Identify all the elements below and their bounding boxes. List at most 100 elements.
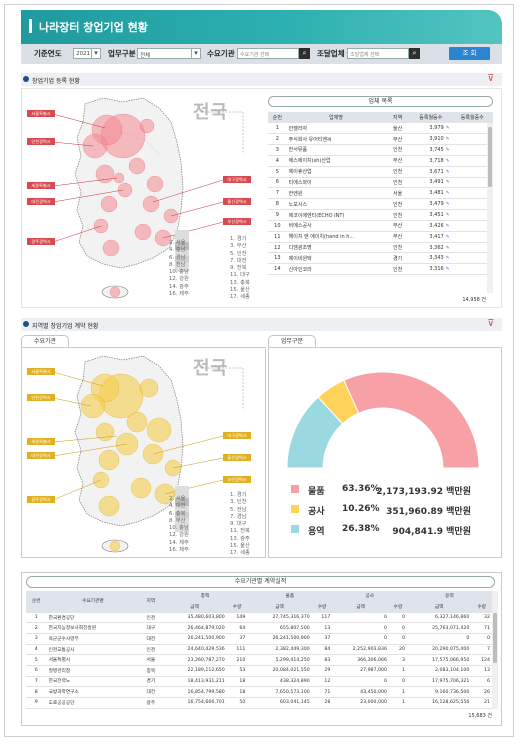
col-header[interactable]: 순번 (268, 112, 287, 124)
table-row[interactable]: 5 서울특별시 서울 23,260,787,270 210 5,299,414,250 83… (26, 654, 492, 666)
col-header[interactable]: 수량 (311, 601, 333, 613)
table-cell: 3 (26, 633, 47, 645)
supplier-input[interactable]: 조달업체 선택 (347, 48, 409, 59)
table-cell: 제이비원텍 (286, 252, 386, 265)
donut-slice-용역[interactable] (286, 396, 344, 469)
edit-icon[interactable]: ✎ (445, 267, 450, 273)
contract-table-scrollbar[interactable] (492, 591, 498, 709)
table-row[interactable]: 6 질병관리청 충북 22,189,112,650 53 20,084,021,550 29… (26, 665, 492, 677)
tab-biz-type[interactable]: 업무구분 (268, 335, 316, 347)
edit-icon[interactable]: ✎ (445, 223, 450, 229)
legend-row[interactable]: 공사 10.26% 351,960.89 백만원 (291, 504, 471, 517)
table-cell: 대구 (139, 622, 163, 635)
edit-icon[interactable]: ✎ (445, 245, 450, 251)
map-tag: 광주광역시 (27, 496, 55, 503)
table-cell: 4 (26, 644, 47, 656)
edit-icon[interactable]: ✎ (445, 213, 450, 219)
col-header[interactable]: 금액 (406, 601, 472, 613)
table-cell: 7,650,573,100 (247, 686, 312, 698)
col-header[interactable]: 수요기관명 (46, 591, 140, 613)
legend-row[interactable]: 용역 26.38% 904,841.9 백만원 (291, 524, 471, 537)
col-header[interactable]: 순번 (26, 591, 47, 613)
edit-icon[interactable]: ✎ (445, 126, 450, 132)
table-cell: 경기 (385, 252, 411, 265)
table-cell: 3,316 ✎ (410, 263, 452, 276)
table-row[interactable]: 2 한국지능정보사회진흥원 대구 26,464,879,020 64 655,807,50… (26, 622, 492, 635)
col-group-header: 용역 (406, 591, 492, 603)
col-header[interactable]: 금액 (247, 601, 312, 613)
tab-demand-agency[interactable]: 수요기관 (21, 335, 69, 347)
edit-icon[interactable]: ✎ (445, 191, 450, 197)
demand-search-button[interactable]: ⌕ (299, 48, 310, 59)
col-header[interactable]: 등록월등수 (410, 112, 452, 124)
edit-icon[interactable]: ✎ (445, 234, 450, 240)
bubble-daegu (142, 195, 160, 213)
donut-slice-물품[interactable] (343, 371, 480, 469)
legend-row[interactable]: 물품 63.36% 2,173,193.92 백만원 (291, 484, 471, 497)
map-tag: 세종특별시 (27, 182, 55, 189)
table-row[interactable]: 8 국방과학연구소 대전 16,854,799,580 18 7,650,573,100 7… (26, 686, 492, 698)
bubble-jeju (109, 286, 121, 298)
table-row[interactable]: 7 한국전력노 경기 18,413,931,211 18 438,324,890 12 0 0 1… (26, 676, 492, 688)
table-row[interactable]: 3 육군군수사령부 대전 26,241,500,900 37 26,241,500,900… (26, 633, 492, 645)
year-select[interactable]: 2021 ▾ (73, 48, 101, 59)
table-cell: 신아인코라 (286, 263, 386, 276)
table-cell: 인천 (385, 242, 411, 254)
table-cell: 18 (226, 676, 248, 688)
edit-icon[interactable]: ✎ (445, 169, 450, 175)
filter-reset-icon[interactable]: ⊽ (487, 74, 494, 84)
edit-icon[interactable]: ✎ (445, 137, 450, 143)
edit-icon[interactable]: ✎ (445, 180, 450, 186)
edit-icon[interactable]: ✎ (445, 147, 450, 153)
scrollbar-thumb[interactable] (493, 613, 497, 663)
legend-item: 15. 울산 (230, 287, 250, 294)
col-header[interactable]: 지역 (139, 591, 163, 613)
table-row[interactable]: 1 한국환경공단 인천 35,480,603,800 149 27,745,316,370… (26, 612, 492, 624)
scrollbar-thumb[interactable] (488, 127, 492, 187)
biz-type-select[interactable]: 전체 ▾ (137, 48, 201, 59)
table-cell: 한국환경공단 (46, 612, 140, 624)
edit-icon[interactable]: ✎ (445, 202, 450, 208)
map-tag: 서울특별시 (27, 368, 55, 375)
supplier-search-button[interactable]: ⌕ (409, 48, 420, 59)
col-header[interactable]: 등록월증수 (451, 112, 493, 124)
edit-icon[interactable]: ✎ (445, 158, 450, 164)
col-header[interactable]: 수량 (388, 601, 407, 613)
table-row[interactable]: 4 인천교통공사 인천 24,640,429,536 111 2,382,449,300 8… (26, 644, 492, 656)
registration-map: 전국 서울특별시 인천광역시 세종특별시 대전광역시 광주광역시 대구광역시 울… (25, 92, 265, 304)
company-list-scrollbar[interactable] (487, 123, 493, 293)
col-header[interactable]: 금액 (332, 601, 389, 613)
col-header[interactable]: 금액 (162, 601, 227, 613)
table-cell: 7 (268, 187, 287, 200)
table-cell: 디엠광조명 (286, 242, 386, 254)
bubble-gangwon (139, 118, 155, 134)
col-header[interactable]: 수량 (226, 601, 248, 613)
edit-icon[interactable]: ✎ (445, 256, 450, 262)
col-header[interactable]: 지역 (385, 112, 411, 124)
query-button[interactable]: 조 회 (449, 47, 490, 60)
col-header[interactable]: 업체명 (286, 112, 386, 124)
filter-reset-icon[interactable]: ⊽ (487, 319, 494, 329)
table-cell: 0 (332, 622, 389, 635)
col-header[interactable]: 수량 (471, 601, 492, 613)
demand-agency-input[interactable]: 수요기관 선택 (237, 48, 299, 59)
table-cell: 3 (268, 144, 287, 156)
table-cell: 35,480,603,800 (162, 612, 227, 624)
table-cell: 1 (268, 122, 287, 135)
section-registration-title: 창업기업 등록 현황 (32, 78, 80, 85)
table-row[interactable]: 9 도로공공공단 광주 16,754,666,701 50 603,041,145 28 23… (26, 697, 492, 709)
